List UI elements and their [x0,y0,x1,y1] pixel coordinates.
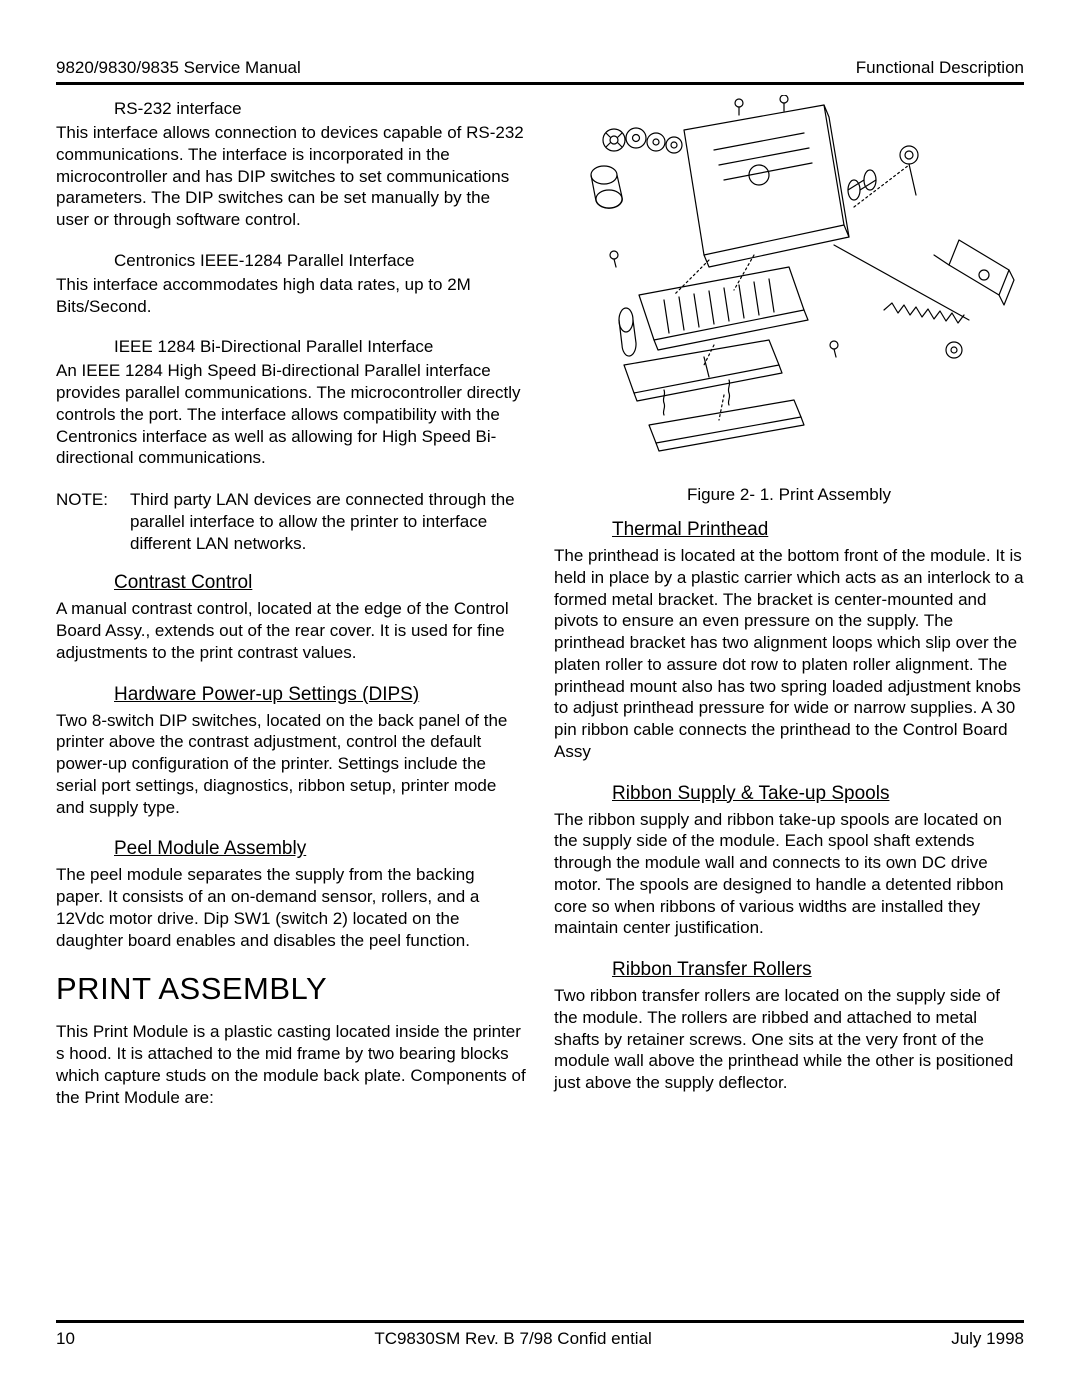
print-assembly-body: This Print Module is a plastic casting l… [56,1021,526,1108]
dips-body: Two 8-switch DIP switches, located on th… [56,710,526,819]
ribbon-supply-body: The ribbon supply and ribbon take-up spo… [554,809,1024,940]
figure-caption: Figure 2- 1. Print Assembly [554,485,1024,505]
peel-heading: Peel Module Assembly [114,838,526,860]
thermal-heading: Thermal Printhead [612,519,1024,541]
thermal-body: The printhead is located at the bottom f… [554,545,1024,763]
ieee-body: An IEEE 1284 High Speed Bi-directional P… [56,360,526,469]
contrast-body: A manual contrast control, located at th… [56,598,526,663]
page-header: 9820/9830/9835 Service Manual Functional… [56,58,1024,85]
note-body: Third party LAN devices are connected th… [130,489,526,554]
ribbon-supply-heading: Ribbon Supply & Take-up Spools [612,783,1024,805]
centronics-body: This interface accommodates high data ra… [56,274,526,318]
left-column: RS-232 interface This interface allows c… [56,99,526,1128]
ribbon-transfer-body: Two ribbon transfer rollers are located … [554,985,1024,1094]
print-assembly-heading: PRINT ASSEMBLY [56,971,526,1007]
footer-right: July 1998 [951,1329,1024,1349]
header-left: 9820/9830/9835 Service Manual [56,58,301,78]
right-column: Figure 2- 1. Print Assembly Thermal Prin… [554,99,1024,1128]
footer-page: 10 [56,1329,75,1349]
centronics-title: Centronics IEEE-1284 Parallel Interface [114,251,526,271]
peel-body: The peel module separates the supply fro… [56,864,526,951]
print-assembly-diagram [554,95,1024,477]
header-right: Functional Description [856,58,1024,78]
footer-center: TC9830SM Rev. B 7/98 Confid ential [374,1329,652,1349]
ribbon-transfer-heading: Ribbon Transfer Rollers [612,959,1024,981]
note-row: NOTE: Third party LAN devices are connec… [56,489,526,554]
contrast-heading: Contrast Control [114,572,526,594]
print-assembly-svg [554,95,1024,477]
dips-heading: Hardware Power-up Settings (DIPS) [114,684,526,706]
ieee-title: IEEE 1284 Bi-Directional Parallel Interf… [114,337,526,357]
note-label: NOTE: [56,489,112,554]
rs232-body: This interface allows connection to devi… [56,122,526,231]
content-columns: RS-232 interface This interface allows c… [56,99,1024,1128]
rs232-title: RS-232 interface [114,99,526,119]
page-footer: 10 TC9830SM Rev. B 7/98 Confid ential Ju… [56,1320,1024,1349]
